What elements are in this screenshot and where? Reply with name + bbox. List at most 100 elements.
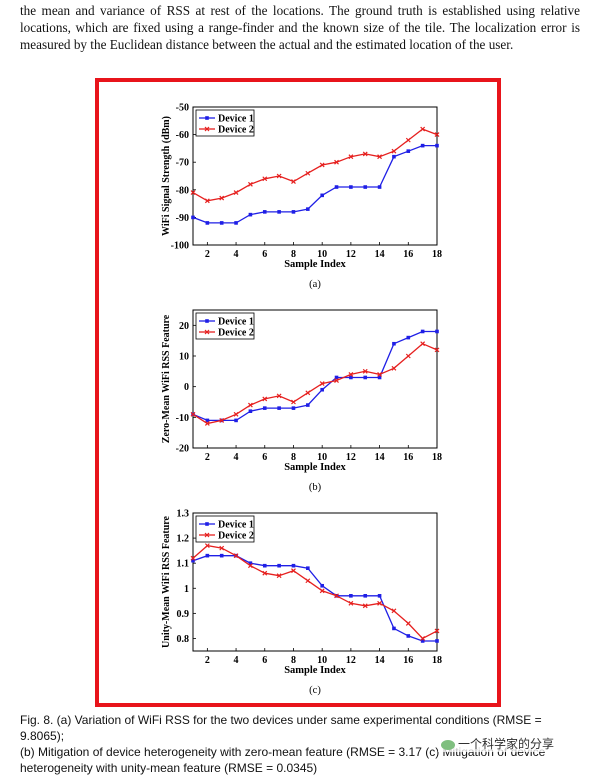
caption-line-2-text: (b) Mitigation of device heterogeneity w… <box>20 745 422 759</box>
y-tick-label: -60 <box>176 130 189 141</box>
x-tick-label: 14 <box>375 655 385 666</box>
body-paragraph: the mean and variance of RSS at rest of … <box>20 3 580 53</box>
data-point-device-1 <box>205 221 210 225</box>
data-point-device-2 <box>305 578 311 584</box>
y-tick-label: 10 <box>179 352 189 363</box>
data-point-device-1 <box>334 185 339 189</box>
data-point-device-2 <box>420 636 426 641</box>
data-point-device-2 <box>190 190 196 195</box>
data-point-device-1 <box>191 558 195 563</box>
data-point-device-1 <box>349 375 353 380</box>
data-point-device-1 <box>377 375 382 380</box>
data-point-device-2 <box>434 347 440 353</box>
x-tick-label: 2 <box>205 655 210 666</box>
data-point-device-1 <box>349 594 353 598</box>
x-tick-label: 18 <box>432 249 442 260</box>
data-point-device-2 <box>190 555 196 561</box>
data-point-device-2 <box>319 588 325 594</box>
data-point-device-2 <box>334 593 339 599</box>
data-point-device-2 <box>377 154 383 160</box>
x-tick-label: 16 <box>403 249 413 260</box>
data-point-device-2 <box>405 137 411 143</box>
data-point-device-1 <box>306 403 310 407</box>
data-point-device-1 <box>392 626 396 631</box>
legend-marker-device-2 <box>204 329 210 335</box>
x-tick-label: 12 <box>346 655 356 666</box>
data-point-device-2 <box>362 603 368 609</box>
data-point-device-2 <box>434 132 440 138</box>
data-point-device-1 <box>406 634 411 638</box>
legend-label-device-1: Device 1 <box>218 317 254 328</box>
y-tick-label: -90 <box>176 213 189 224</box>
data-point-device-1 <box>248 409 253 413</box>
data-point-device-2 <box>233 553 239 559</box>
data-point-device-2 <box>319 381 325 387</box>
data-point-device-1 <box>306 566 310 570</box>
data-point-device-1 <box>277 563 281 568</box>
data-point-device-2 <box>262 570 268 576</box>
data-point-device-1 <box>435 639 439 643</box>
y-tick-label: 1 <box>184 584 189 595</box>
data-point-device-1 <box>277 406 281 410</box>
series-line-device-1 <box>192 555 437 642</box>
y-tick-label: -100 <box>171 241 189 252</box>
y-tick-label: -10 <box>176 413 189 424</box>
x-tick-label: 6 <box>262 249 267 260</box>
y-axis-label: WiFi Signal Strength (dBm) <box>161 116 172 236</box>
x-tick-label: 18 <box>432 452 442 463</box>
data-point-device-1 <box>320 193 324 198</box>
data-point-device-1 <box>205 553 210 558</box>
data-point-device-1 <box>320 387 324 392</box>
legend-marker-device-2 <box>204 532 210 538</box>
legend-label-device-1: Device 1 <box>218 114 254 125</box>
data-point-device-2 <box>247 402 253 408</box>
x-tick-label: 14 <box>375 452 385 463</box>
data-point-device-2 <box>391 365 397 371</box>
data-point-device-1 <box>420 143 425 148</box>
data-point-device-2 <box>391 148 397 154</box>
data-point-device-2 <box>291 179 296 184</box>
watermark-text: 一个科学家的分享 <box>458 737 555 751</box>
data-point-device-2 <box>348 371 354 377</box>
legend-box <box>195 109 255 137</box>
data-point-device-2 <box>204 198 210 204</box>
x-tick-label: 8 <box>291 249 296 260</box>
data-point-device-2 <box>405 353 411 359</box>
data-point-device-1 <box>291 406 296 410</box>
caption-line-3: heterogeneity with unity-mean feature (R… <box>20 761 318 775</box>
x-axis-label: Sample Index <box>284 665 346 676</box>
data-point-device-1 <box>191 215 195 220</box>
data-point-device-1 <box>219 553 224 558</box>
data-point-device-2 <box>334 159 339 165</box>
data-point-device-2 <box>420 341 426 347</box>
data-point-device-2 <box>348 154 354 160</box>
data-point-device-1 <box>363 594 368 598</box>
y-tick-label: -80 <box>176 185 189 196</box>
data-point-device-1 <box>248 212 253 217</box>
x-tick-label: 12 <box>346 249 356 260</box>
data-point-device-2 <box>219 545 225 551</box>
data-point-device-2 <box>262 396 268 402</box>
y-axis-label: Zero-Mean WiFi RSS Feature <box>161 314 172 443</box>
data-point-device-1 <box>219 221 224 225</box>
x-tick-label: 14 <box>375 249 385 260</box>
caption-line-1: Fig. 8. (a) Variation of WiFi RSS for th… <box>20 713 542 743</box>
data-point-device-2 <box>362 151 368 157</box>
data-point-device-1 <box>291 563 296 568</box>
figure-highlight-frame <box>95 78 501 707</box>
x-tick-label: 2 <box>205 249 210 260</box>
legend-box <box>195 515 255 543</box>
panel-label: (a) <box>309 279 321 290</box>
data-point-device-2 <box>291 399 296 405</box>
data-point-device-2 <box>233 190 239 195</box>
plot-area-border <box>192 512 438 652</box>
data-point-device-1 <box>234 418 238 423</box>
data-point-device-1 <box>277 210 281 214</box>
data-point-device-2 <box>262 176 268 182</box>
data-point-device-2 <box>204 543 210 549</box>
y-tick-label: 1.3 <box>177 509 190 520</box>
wechat-icon <box>441 739 455 750</box>
data-point-device-1 <box>291 210 296 214</box>
x-tick-label: 18 <box>432 655 442 666</box>
